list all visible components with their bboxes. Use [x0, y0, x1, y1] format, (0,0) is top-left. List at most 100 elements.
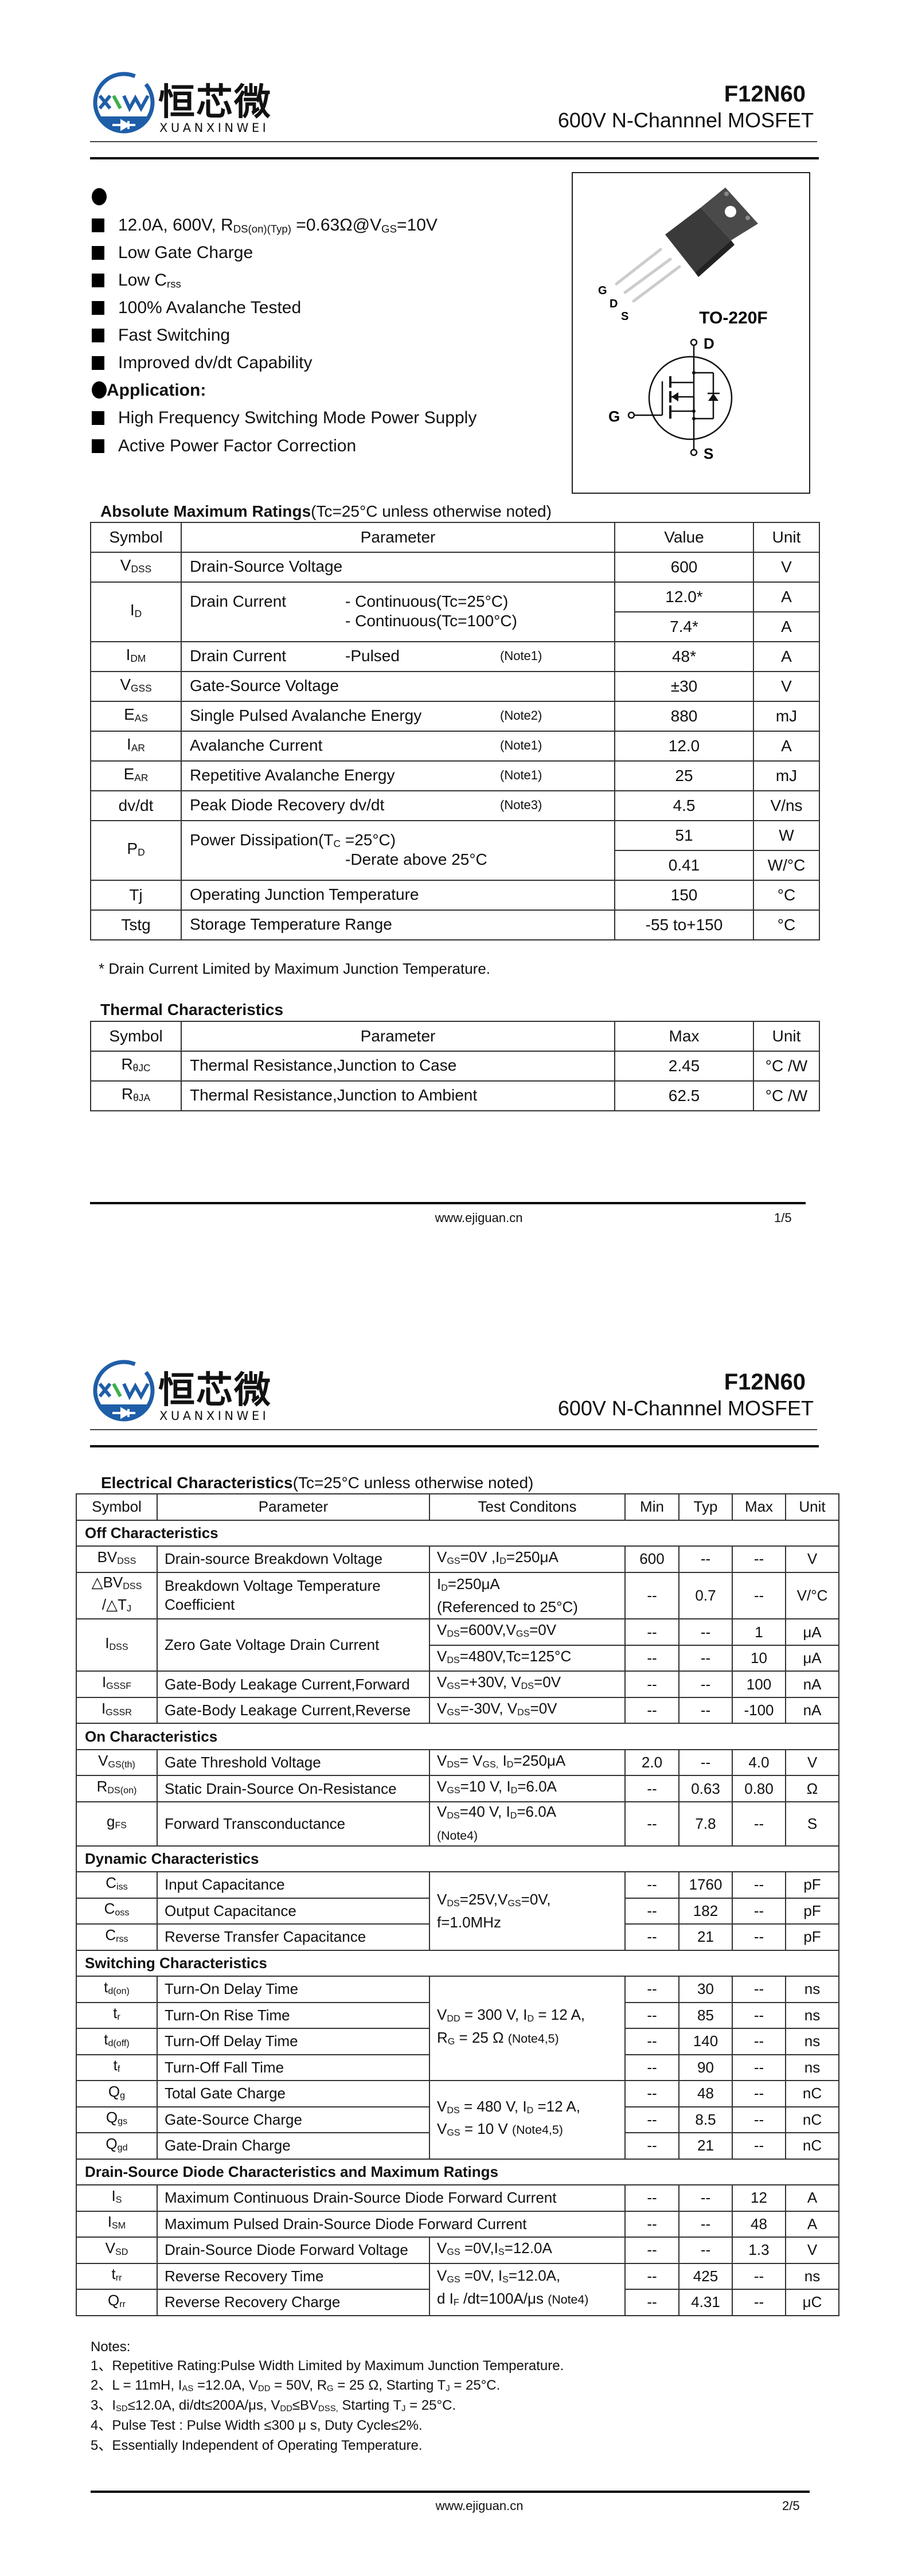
section-row: On Characteristics: [76, 1723, 839, 1750]
subscript: D: [499, 1555, 506, 1566]
text-run: -Derate above 25°C: [345, 850, 487, 868]
min-cell: --: [624, 2262, 679, 2290]
text-run: 5、Essentially Independent of Operating T…: [91, 2438, 423, 2453]
text-run: Q: [106, 2109, 118, 2126]
text-run: =12.0A, V: [193, 2378, 258, 2393]
table-row: trr Reverse Recovery Time VGS =0V, IS=12.0…: [76, 2262, 839, 2316]
text-run: Coefficient: [165, 1596, 235, 1614]
text-run: V: [437, 1699, 447, 1717]
symbol-cell: dv/dt: [90, 790, 182, 821]
text-run: t: [111, 2265, 116, 2283]
unit-cell: A: [753, 581, 820, 612]
subscript: GS: [447, 1680, 460, 1691]
parameter-cell: Turn-Off Delay Time: [157, 2028, 430, 2055]
unit-cell: pF: [785, 1871, 839, 1899]
footer-url[interactable]: www.ejiguan.cn: [435, 1211, 523, 1225]
subscript: θJA: [133, 1092, 151, 1104]
text-run: (Note1): [500, 768, 542, 782]
min-cell: --: [624, 2132, 679, 2160]
unit-cell: nC: [785, 2106, 839, 2134]
typ-cell: 140: [678, 2028, 733, 2055]
subscript: J: [401, 2404, 406, 2414]
text-run: Drain-source Breakdown Voltage: [165, 1550, 383, 1568]
subscript: DSS: [117, 1555, 136, 1566]
text-run: V: [437, 1802, 447, 1820]
note-item: 3、ISD≤12.0A, di/dt≤200A/μs, VDD≤BVDSS, S…: [91, 2396, 456, 2419]
text-run: (Note1): [500, 738, 542, 752]
subscript: D: [441, 1582, 448, 1593]
section-title: Switching Characteristics: [76, 1949, 839, 1977]
max-cell: --: [732, 1976, 786, 2003]
text-run: Reverse Recovery Time: [165, 2267, 324, 2285]
typ-cell: --: [678, 1644, 733, 1672]
subscript: DSS: [131, 563, 152, 575]
table-row: dv/dt Peak Diode Recovery dv/dt (Note3) 4.5…: [90, 790, 820, 821]
table-row: IAR Avalanche Current (Note1) 12.0 A: [90, 731, 820, 762]
page-1-header: 恒芯微 XUANXINWEI F12N60 600V N-Channnel MO…: [0, 0, 910, 166]
subscript: DS: [447, 1628, 460, 1639]
subscript: D: [134, 608, 142, 620]
subscript: AR: [131, 742, 145, 754]
parameter-cell: Turn-Off Fall Time: [157, 2054, 430, 2082]
condition-cell: VGS=+30V, VDS=0V: [429, 1671, 626, 1698]
unit-cell: pF: [785, 1923, 839, 1951]
application-title-text: Application:: [107, 381, 206, 400]
value-cell: -55 to+150: [614, 910, 754, 940]
section-title: On Characteristics: [76, 1723, 839, 1750]
text-run: = 10 V: [460, 2120, 512, 2138]
subscript: DSS,: [318, 2404, 338, 2414]
note-ref: (Note2): [500, 707, 542, 725]
symbol-cell: IDM: [90, 641, 182, 672]
subscript: D: [510, 1810, 517, 1821]
text-run: V: [437, 1673, 447, 1691]
typ-cell: --: [678, 2210, 733, 2238]
table-row: BVDSS Drain-source Breakdown Voltage VGS=0…: [76, 1545, 839, 1573]
subscript: gs: [118, 2116, 128, 2127]
text-run: I: [498, 1751, 507, 1769]
text-run: V: [437, 2097, 447, 2115]
text-run: ≤BV: [292, 2398, 319, 2413]
text-run: Storage Temperature Range: [190, 915, 392, 933]
abs-max-table: Symbol Parameter Value Unit VDSS Drain-Source…: [90, 522, 820, 940]
part-number: F12N60: [724, 1369, 806, 1395]
table-subrow: 7.4* A: [91, 611, 820, 642]
subscript: GS: [507, 1898, 521, 1908]
text-run: C: [106, 1874, 117, 1891]
text-run: = 12 A,: [534, 2006, 585, 2024]
text-run: Turn-On Delay Time: [165, 1980, 299, 1998]
text-run: t: [113, 2056, 118, 2074]
parameter-line: Power Dissipation(TC =25°C): [182, 831, 614, 850]
parameter-name: Drain Current: [190, 592, 286, 611]
parameter-cell: Breakdown Voltage Temperature Coefficient: [157, 1571, 430, 1620]
subscript: G: [447, 2036, 455, 2047]
symbol-cell: IDSS: [76, 1618, 158, 1672]
note-ref: (Note4,5): [507, 2032, 559, 2046]
footer-url[interactable]: www.ejiguan.cn: [435, 2499, 524, 2513]
package-diagram: G D S TO-220F D G S: [572, 172, 810, 494]
parameter-cell: Drain Current -Pulsed (Note1): [181, 641, 615, 672]
text-run: Low C: [118, 271, 167, 290]
typ-cell: 30: [678, 1976, 733, 2003]
subscript: GS: [381, 223, 397, 235]
electrical-table: Symbol Parameter Test Conditons Min Typ Max Un…: [76, 1493, 839, 2316]
text-run: Gate-Source Voltage: [190, 677, 339, 694]
square-bullet-icon: [92, 411, 104, 425]
max-cell: --: [732, 2028, 786, 2055]
symbol-cell: Tj: [90, 880, 182, 911]
column-header: Typ: [678, 1493, 733, 1521]
table-row: gFS Forward Transconductance VDS=40 V, ID=…: [76, 1801, 839, 1847]
table-row: RθJA Thermal Resistance,Junction to Ambie…: [90, 1080, 820, 1111]
unit-cell: pF: [785, 1897, 839, 1925]
table-row: Tj Operating Junction Temperature 150 °C: [90, 880, 820, 911]
typ-cell: --: [678, 1671, 733, 1698]
unit-cell: nC: [785, 2080, 839, 2107]
max-cell: --: [732, 1545, 786, 1573]
text-run: Avalanche Current: [190, 736, 323, 754]
parameter-cell: Reverse Recovery Time: [157, 2262, 430, 2290]
min-cell: --: [624, 2106, 679, 2134]
typ-cell: --: [678, 2184, 733, 2212]
brand-name-cn: 恒芯微: [158, 81, 272, 124]
subscript: oss: [115, 1907, 130, 1918]
max-cell: --: [732, 2054, 786, 2082]
parameter-cell: Reverse Recovery Charge: [157, 2289, 430, 2316]
